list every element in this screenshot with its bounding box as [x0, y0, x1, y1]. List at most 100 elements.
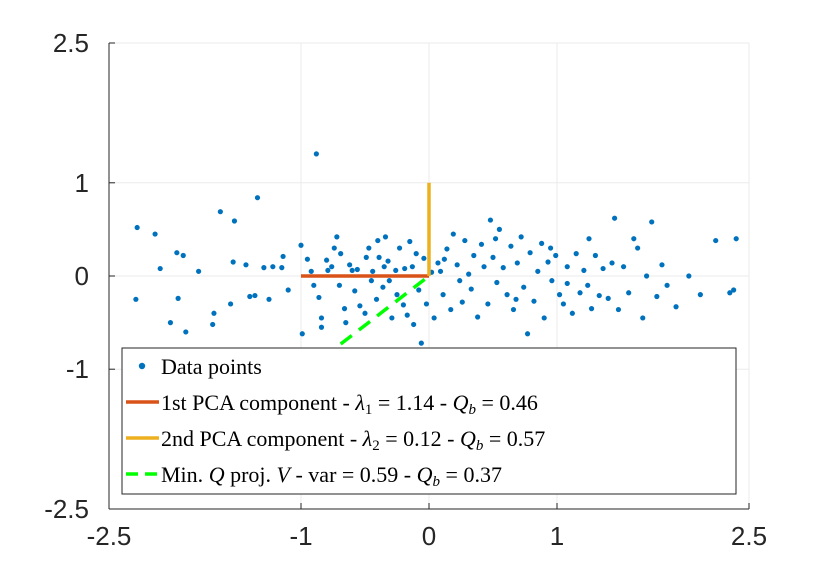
- data-point: [152, 231, 158, 237]
- data-point: [431, 315, 437, 321]
- data-point: [370, 268, 376, 274]
- data-point: [366, 245, 372, 251]
- data-point: [553, 252, 559, 259]
- data-point: [731, 287, 737, 293]
- data-point: [686, 273, 692, 279]
- data-point: [261, 265, 267, 271]
- data-point: [394, 292, 400, 298]
- data-point: [437, 268, 444, 274]
- legend-text-part: = 0.37: [440, 462, 502, 487]
- legend-item-data-points: Data points: [161, 354, 262, 379]
- legend-text-part: Q: [417, 462, 433, 487]
- data-point: [664, 282, 670, 288]
- min-q-proj-line: [339, 274, 431, 346]
- legend-text-part: Q: [453, 390, 469, 415]
- data-point: [487, 217, 494, 223]
- data-point: [411, 321, 417, 328]
- data-point: [298, 242, 304, 248]
- axes: [108, 42, 750, 510]
- y-tick-label: 0: [75, 261, 89, 291]
- data-point: [673, 304, 679, 310]
- data-point: [375, 237, 381, 244]
- data-point: [243, 262, 249, 268]
- legend: Data points 1st PCA component - λ1 = 1.14…: [121, 347, 737, 495]
- data-point: [376, 254, 382, 260]
- x-tick-label: -1: [289, 521, 312, 551]
- data-point: [573, 251, 579, 257]
- data-point: [421, 255, 427, 261]
- data-point: [459, 299, 465, 305]
- x-tick-label: 0: [422, 521, 436, 551]
- data-point: [418, 340, 424, 346]
- data-point: [230, 259, 236, 265]
- data-point: [524, 331, 531, 337]
- legend-text-part: proj.: [225, 462, 277, 487]
- data-point: [334, 234, 340, 240]
- data-point: [363, 254, 369, 260]
- data-point: [324, 257, 330, 263]
- data-point: [174, 250, 180, 256]
- y-tick-label: -2.5: [44, 494, 89, 524]
- data-point: [556, 292, 563, 298]
- data-point: [354, 266, 360, 273]
- data-point: [416, 287, 422, 293]
- data-point: [492, 236, 499, 242]
- data-point: [490, 254, 496, 260]
- data-point: [585, 282, 591, 288]
- legend-item-second-pca: 2nd PCA component - λ2 = 0.12 - Qb = 0.5…: [161, 426, 545, 454]
- data-point: [318, 324, 325, 330]
- tick-labels: -2.5 -1 0 1 2.5 -2.5 -1 0 1 2.5: [44, 28, 767, 551]
- data-point: [336, 282, 342, 288]
- legend-text-part: Min.: [161, 462, 209, 487]
- data-point: [279, 265, 285, 271]
- data-point: [569, 310, 575, 316]
- data-point: [644, 273, 650, 279]
- data-point: [357, 303, 363, 309]
- data-point: [211, 310, 217, 316]
- data-point: [157, 265, 163, 272]
- data-point: [564, 280, 570, 287]
- data-point: [183, 329, 189, 335]
- data-point: [649, 219, 655, 225]
- data-point: [592, 252, 599, 259]
- data-point: [270, 264, 276, 270]
- data-point: [338, 251, 344, 257]
- data-point: [133, 296, 139, 302]
- data-point: [254, 195, 261, 201]
- data-point: [654, 293, 660, 300]
- data-point: [527, 250, 533, 256]
- data-point: [727, 290, 733, 296]
- data-point: [380, 284, 386, 290]
- data-point: [510, 306, 517, 313]
- data-point: [167, 320, 174, 326]
- data-point: [368, 278, 374, 284]
- data-point: [409, 264, 415, 270]
- x-tick-label: -2.5: [87, 521, 132, 551]
- data-point: [329, 264, 335, 270]
- data-point: [318, 315, 325, 321]
- legend-text-part: b: [476, 438, 484, 454]
- data-point: [535, 268, 541, 274]
- data-point: [496, 226, 502, 232]
- data-point: [175, 295, 181, 301]
- data-point: [407, 238, 413, 245]
- data-point: [331, 245, 337, 251]
- legend-text-part: V: [277, 462, 293, 487]
- data-point: [631, 236, 637, 242]
- legend-text-part: b: [469, 402, 477, 418]
- data-point: [280, 253, 286, 260]
- y-tick-label: 2.5: [53, 28, 89, 58]
- data-point: [341, 306, 348, 312]
- data-point: [481, 264, 487, 270]
- data-point: [478, 241, 485, 247]
- legend-text-part: 1st PCA component -: [161, 390, 355, 415]
- data-point: [518, 234, 524, 240]
- component-lines: [301, 182, 431, 346]
- legend-text-part: = 1.14 -: [372, 390, 452, 415]
- data-point: [441, 256, 447, 262]
- data-point: [352, 288, 358, 294]
- data-point: [134, 224, 140, 231]
- legend-item-first-pca: 1st PCA component - λ1 = 1.14 - Qb = 0.4…: [161, 390, 538, 418]
- data-point: [468, 286, 474, 292]
- data-point: [311, 282, 317, 288]
